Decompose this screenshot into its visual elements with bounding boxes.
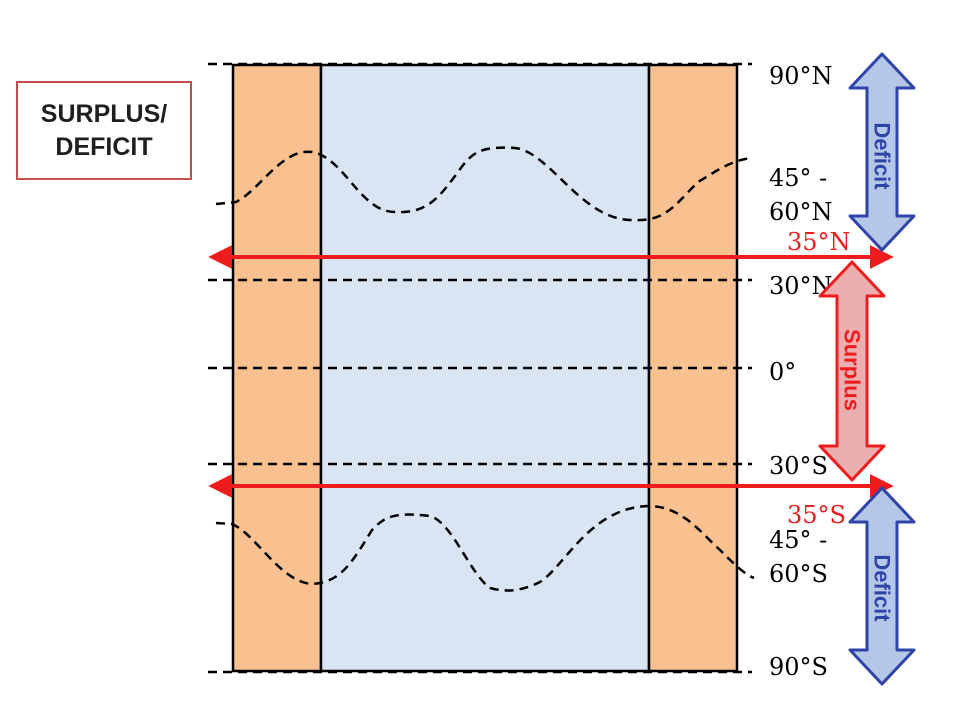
title-line-2: DEFICIT <box>55 132 153 161</box>
deficit-label-south: Deficit <box>870 554 895 622</box>
polar-front-north <box>215 146 753 222</box>
surplus-label: Surplus <box>840 329 865 411</box>
label-35s: 35°S <box>787 501 846 529</box>
title-line-1: SURPLUS/ <box>40 99 168 128</box>
label-90n: 90°N <box>769 62 833 90</box>
label-90s: 90°S <box>769 653 828 681</box>
surplus-arrow <box>818 260 886 482</box>
label-equator: 0° <box>769 358 796 386</box>
label-30s: 30°S <box>769 452 828 480</box>
polar-front-south <box>215 504 755 592</box>
label-45-60s-line2: 60°S <box>769 560 828 588</box>
deficit-arrow-north <box>848 52 916 252</box>
label-45-60s-line1: 45° - <box>769 526 827 554</box>
deficit-arrow-south <box>848 486 916 686</box>
title-box: SURPLUS/ DEFICIT <box>16 81 192 180</box>
label-35n: 35°N <box>787 228 851 256</box>
deficit-label-north: Deficit <box>870 122 895 190</box>
label-45-60n-line1: 45° - <box>769 164 827 192</box>
label-45-60n-line2: 60°N <box>769 198 833 226</box>
